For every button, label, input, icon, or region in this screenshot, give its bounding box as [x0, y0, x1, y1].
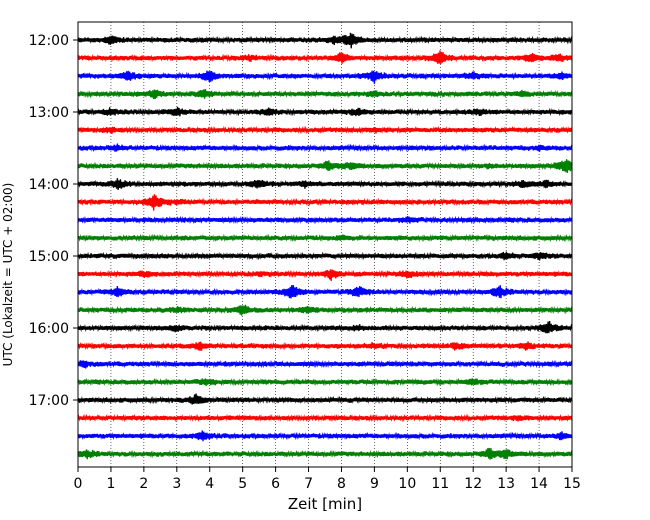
- trace-1645: [77, 377, 573, 387]
- x-axis-label: Zeit [min]: [288, 495, 362, 513]
- trace-1545: [77, 304, 573, 316]
- trace-1430: [77, 215, 573, 225]
- plot-frame: [77, 21, 573, 468]
- x-tick-label-0: 0: [74, 476, 83, 492]
- trace-1215: [77, 50, 573, 65]
- x-tick-label-6: 6: [271, 476, 280, 492]
- y-axis-ticks: 12:00 13:00 14:00 15:00 16:00 17:00: [29, 33, 78, 409]
- seismic-traces: [77, 32, 573, 460]
- x-tick-label-7: 7: [304, 476, 313, 492]
- x-tick-label-8: 8: [337, 476, 346, 492]
- trace-1530: [77, 284, 573, 299]
- x-tick-label-5: 5: [238, 476, 247, 492]
- trace-1245: [77, 88, 573, 100]
- trace-1415: [77, 194, 573, 211]
- x-tick-label-3: 3: [172, 476, 181, 492]
- x-tick-label-1: 1: [106, 476, 115, 492]
- trace-1715: [77, 413, 573, 423]
- trace-1700: [77, 393, 573, 405]
- x-tick-label-12: 12: [464, 476, 482, 492]
- x-tick-label-4: 4: [205, 476, 214, 492]
- trace-1315: [77, 125, 573, 135]
- trace-1400: [77, 178, 573, 191]
- trace-1445: [77, 233, 573, 243]
- x-axis-ticks: 0 1 2 3 4 5 6 7 8 9 10 11 12 13 14 15: [74, 467, 581, 492]
- x-tick-label-11: 11: [431, 476, 449, 492]
- trace-1515: [77, 269, 573, 282]
- y-axis-label: UTC (Lokalzeit = UTC + 02:00): [1, 183, 15, 367]
- trace-1500: [77, 251, 573, 261]
- x-tick-label-2: 2: [139, 476, 148, 492]
- grid-lines: [110, 22, 540, 467]
- trace-1300: [77, 106, 573, 117]
- trace-1330: [77, 143, 573, 153]
- x-tick-label-10: 10: [398, 476, 416, 492]
- y-tick-label-1500: 15:00: [29, 249, 69, 265]
- x-tick-label-14: 14: [530, 476, 548, 492]
- x-tick-label-15: 15: [563, 476, 581, 492]
- trace-1615: [77, 341, 573, 351]
- trace-1230: [77, 70, 573, 84]
- x-tick-label-13: 13: [497, 476, 515, 492]
- y-tick-label-1200: 12:00: [29, 33, 69, 49]
- y-tick-label-1300: 13:00: [29, 105, 69, 121]
- trace-1745: [77, 447, 573, 460]
- y-tick-label-1600: 16:00: [29, 321, 69, 337]
- trace-1345: [77, 159, 573, 173]
- y-tick-label-1400: 14:00: [29, 177, 69, 193]
- x-tick-label-9: 9: [370, 476, 379, 492]
- trace-1200: [77, 32, 573, 49]
- y-tick-label-1700: 17:00: [29, 393, 69, 409]
- trace-1730: [77, 430, 573, 442]
- trace-1630: [77, 359, 573, 369]
- trace-1600: [77, 320, 573, 334]
